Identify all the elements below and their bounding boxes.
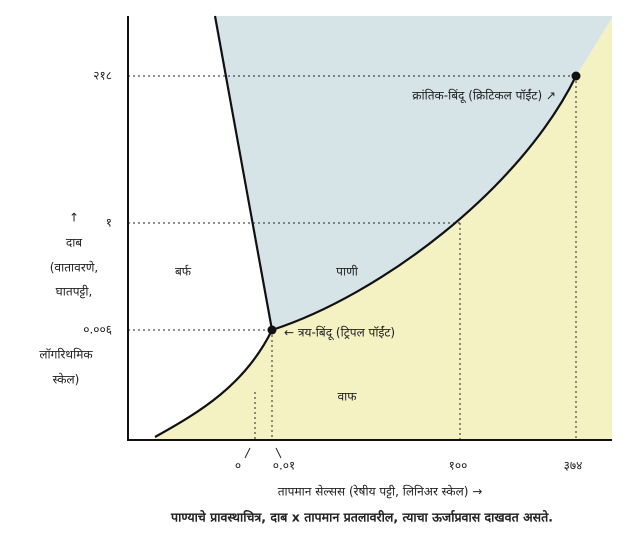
x-axis-label: तापमान सेल्सस (रेषीय पट्टी, लिनिअर स्केल…: [278, 485, 483, 499]
tick-pointer: [244, 447, 251, 459]
caption: पाण्याचे प्रावस्थाचित्र, दाब x तापमान प्…: [170, 510, 553, 525]
liquid-region: [215, 16, 612, 330]
y-axis-arrow: ↑: [69, 211, 79, 225]
x-tick-label: ३७४: [564, 459, 583, 473]
triple-point: [267, 325, 277, 335]
x-tick-label: ०.०१: [273, 459, 296, 473]
region-label: बर्फ: [175, 265, 192, 279]
axes: [127, 16, 612, 441]
y-tick-label: २१८: [93, 69, 112, 83]
y-axis-label: स्केल): [53, 373, 80, 387]
region-label: वाफ: [337, 390, 357, 404]
tick-pointer: [275, 447, 282, 459]
boiling-curve: [271, 75, 577, 332]
melting-curve: [213, 15, 274, 331]
y-axis-label: घातपट्टी,: [56, 285, 93, 299]
y-tick-label: १: [106, 216, 112, 230]
x-tick-label: ०: [235, 459, 241, 473]
y-tick-label: ०.००६: [83, 323, 112, 337]
y-axis-label: दाब: [66, 236, 83, 250]
y-axis-label: लॉगरिथमिक: [39, 348, 93, 362]
x-tick-label: १००: [449, 459, 468, 473]
vapor-region: [155, 18, 612, 440]
critical-point: [571, 71, 581, 81]
sublimation-curve: [154, 329, 273, 438]
triple-point-label: ← त्रय-बिंदू (ट्रिपल पॉईंट): [284, 326, 395, 341]
critical-point-label: क्रांतिक-बिंदू (क्रिटिकल पॉईंट) ↗: [412, 89, 556, 104]
y-axis-label: (वातावरणे,: [50, 261, 98, 275]
region-label: पाणी: [336, 265, 359, 279]
